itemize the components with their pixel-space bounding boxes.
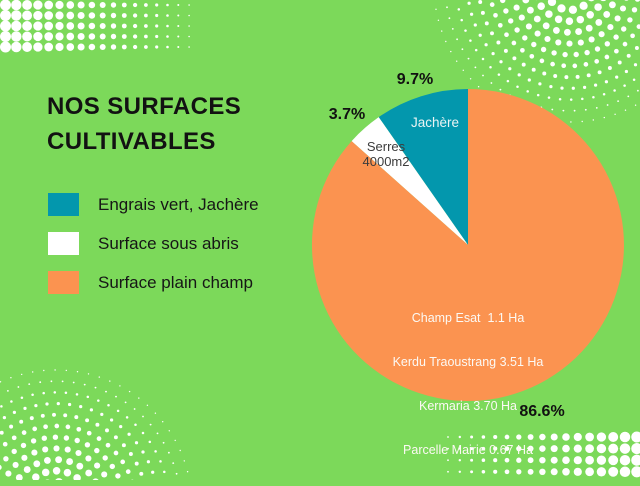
halftone-pattern-bottom-left [0, 369, 191, 480]
halftone-pattern-bottom-right [447, 431, 640, 477]
halftone-pattern-top-left [0, 0, 190, 53]
pie-chart [312, 89, 624, 401]
